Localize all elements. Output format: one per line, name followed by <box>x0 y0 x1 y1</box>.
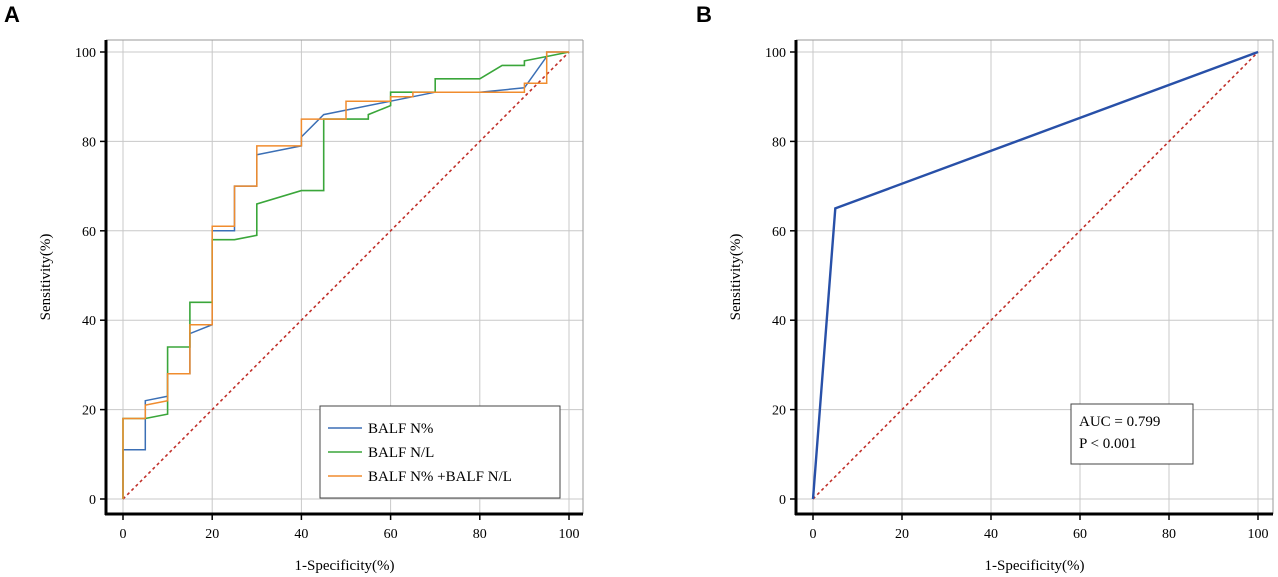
x-tick-label: 40 <box>294 527 308 542</box>
x-tick-label: 80 <box>1162 527 1176 542</box>
y-tick-label: 80 <box>772 135 786 150</box>
y-tick-label: 0 <box>779 493 786 508</box>
y-tick-label: 80 <box>82 135 96 150</box>
x-tick-label: 0 <box>810 527 817 542</box>
x-tick-label: 60 <box>1073 527 1087 542</box>
annotation-box <box>1070 403 1194 465</box>
y-tick-label: 40 <box>82 314 96 329</box>
x-tick-label: 40 <box>984 527 998 542</box>
x-tick-label: 100 <box>1248 527 1269 542</box>
y-tick-label: 20 <box>772 404 786 419</box>
roc-chart-a: 0 20 40 60 80 100 0 20 40 60 80 100 1-Specificity(%)… <box>38 39 584 574</box>
y-tick-label: 40 <box>772 314 786 329</box>
x-tick-label: 20 <box>205 527 219 542</box>
y-tick-label: 0 <box>89 493 96 508</box>
x-tick-label: 0 <box>120 527 127 542</box>
y-axis-label: Sensitivity(%) <box>728 234 744 321</box>
series-line-balf-n-l <box>122 51 570 499</box>
x-tick-label: 80 <box>473 527 487 542</box>
legend-label: BALF N% +BALF N/L <box>368 469 512 485</box>
panel-a-letter: A <box>4 2 20 27</box>
x-tick-label: 20 <box>895 527 909 542</box>
y-tick-label: 20 <box>82 404 96 419</box>
y-tick-label: 60 <box>82 225 96 240</box>
annotation-line: P < 0.001 <box>1079 436 1137 452</box>
x-axis-label: 1-Specificity(%) <box>985 558 1085 574</box>
legend-label: BALF N% <box>368 421 433 437</box>
y-axis-label: Sensitivity(%) <box>38 234 54 321</box>
x-axis-label: 1-Specificity(%) <box>295 558 395 574</box>
legend-label: BALF N/L <box>368 445 434 461</box>
roc-chart-b: 0 20 40 60 80 100 0 20 40 60 80 100 1-Specificity(%)… <box>728 39 1274 574</box>
legend: BALF N% BALF N/L BALF N% +BALF N/L <box>319 405 561 499</box>
y-tick-label: 100 <box>75 46 96 61</box>
annotation-line: AUC = 0.799 <box>1079 414 1160 430</box>
x-tick-label: 60 <box>384 527 398 542</box>
y-tick-label: 100 <box>765 46 786 61</box>
x-tick-label: 100 <box>559 527 580 542</box>
auc-annotation: AUC = 0.799 P < 0.001 <box>1070 403 1194 465</box>
series-line-balf-n-balf-n-l <box>122 51 569 499</box>
series-line-roc <box>811 50 1259 500</box>
y-tick-label: 60 <box>772 225 786 240</box>
panel-b-letter: B <box>696 2 712 27</box>
